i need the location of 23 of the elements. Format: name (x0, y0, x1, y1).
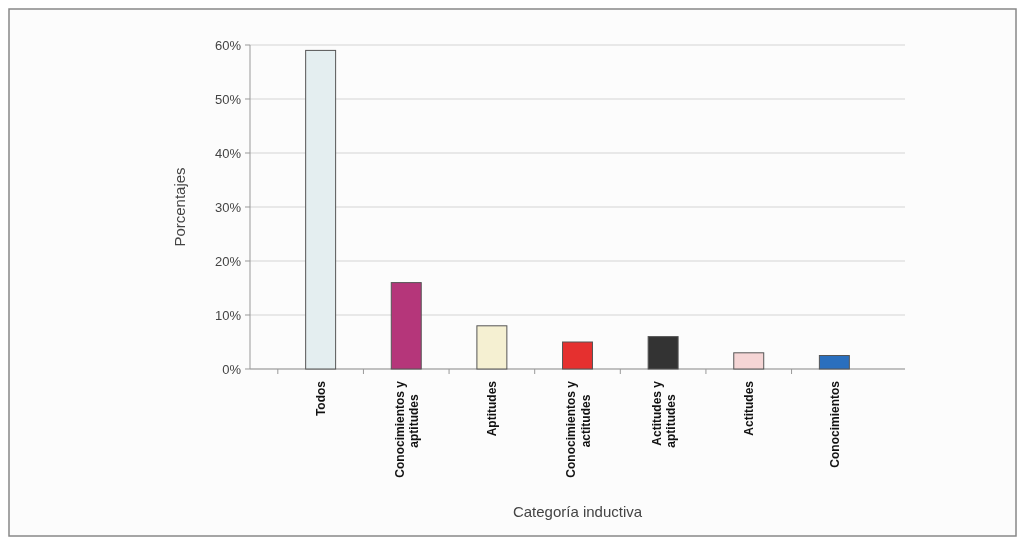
bar (476, 325, 508, 370)
x-tick-label: Aptitudes (485, 380, 500, 437)
y-tick-label: 0% (222, 361, 242, 377)
bar (390, 282, 422, 370)
x-tick-label: Conocimientos y aptitudes (392, 380, 422, 478)
bar (305, 49, 337, 370)
x-tick-label: Conocimientos (827, 380, 842, 468)
bar (818, 355, 850, 370)
x-tick-label: Todos (313, 380, 328, 417)
y-tick-label: 60% (214, 37, 242, 53)
y-tick-label: 50% (214, 91, 242, 107)
y-tick-label: 20% (214, 253, 242, 269)
y-tick-label: 30% (214, 199, 242, 215)
x-tick-label: Conocimientos y actitudes (564, 380, 593, 478)
y-axis-title: Porcentajes (171, 167, 188, 247)
bar (733, 352, 765, 370)
x-axis-title: Categoría inductiva (512, 503, 643, 520)
bar (647, 336, 679, 370)
y-tick-label: 40% (214, 145, 242, 161)
x-tick-label: Actitudes y aptitudes (649, 380, 679, 448)
x-tick-label: Actitudes (741, 380, 756, 436)
bar (562, 341, 593, 370)
y-tick-label: 10% (214, 307, 242, 323)
